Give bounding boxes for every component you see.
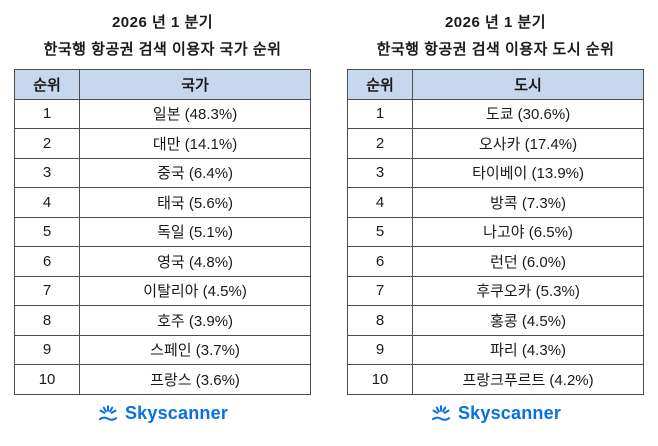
table-header-row: 순위 국가 (13, 69, 311, 100)
rank-cell: 8 (13, 305, 81, 336)
country-ranking-table: 순위 국가 1 일본 (48.3%) 2 대만 (14.1%) 3 중국 (6.4%)… (13, 69, 311, 395)
table-row: 3 타이베이 (13.9%) (346, 157, 644, 188)
country-cell: 일본 (48.3%) (79, 98, 311, 129)
country-title-line2: 한국행 항공권 검색 이용자 국가 순위 (43, 41, 282, 58)
table-row: 9 스페인 (3.7%) (13, 334, 311, 365)
table-row: 8 홍콩 (4.5%) (346, 305, 644, 336)
table-row: 10 프랑크푸르트 (4.2%) (346, 364, 644, 395)
city-cell: 홍콩 (4.5%) (412, 305, 644, 336)
rank-cell: 5 (13, 216, 81, 247)
country-cell: 독일 (5.1%) (79, 216, 311, 247)
rank-cell: 3 (13, 157, 81, 188)
rank-cell: 10 (346, 364, 414, 395)
country-cell: 호주 (3.9%) (79, 305, 311, 336)
city-cell: 파리 (4.3%) (412, 334, 644, 365)
rank-cell: 5 (346, 216, 414, 247)
rank-cell: 9 (346, 334, 414, 365)
city-cell: 방콕 (7.3%) (412, 187, 644, 218)
table-row: 2 대만 (14.1%) (13, 128, 311, 159)
rank-cell: 6 (13, 246, 81, 277)
skyscanner-sun-icon (431, 404, 451, 421)
country-header-rank: 순위 (13, 69, 81, 100)
country-cell: 영국 (4.8%) (79, 246, 311, 277)
rank-cell: 9 (13, 334, 81, 365)
rank-cell: 7 (346, 275, 414, 306)
rank-cell: 7 (13, 275, 81, 306)
rank-cell: 3 (346, 157, 414, 188)
city-title-line1: 2026 년 1 분기 (444, 14, 547, 31)
table-row: 1 도쿄 (30.6%) (346, 98, 644, 129)
table-row: 6 런던 (6.0%) (346, 246, 644, 277)
skyscanner-logo-text: Skyscanner (457, 403, 562, 423)
country-ranking-section: 2026 년 1 분기 한국행 항공권 검색 이용자 국가 순위 순위 국가 1… (13, 8, 311, 446)
table-row: 7 이탈리아 (4.5%) (13, 275, 311, 306)
country-cell: 중국 (6.4%) (79, 157, 311, 188)
table-row: 8 호주 (3.9%) (13, 305, 311, 336)
country-cell: 스페인 (3.7%) (79, 334, 311, 365)
table-row: 1 일본 (48.3%) (13, 98, 311, 129)
country-cell: 대만 (14.1%) (79, 128, 311, 159)
city-cell: 나고야 (6.5%) (412, 216, 644, 247)
table-row: 3 중국 (6.4%) (13, 157, 311, 188)
skyscanner-logo: Skyscanner (14, 403, 311, 425)
country-cell: 프랑스 (3.6%) (79, 364, 311, 395)
city-cell: 후쿠오카 (5.3%) (412, 275, 644, 306)
city-title-line2: 한국행 항공권 검색 이용자 도시 순위 (376, 41, 615, 58)
city-ranking-section: 2026 년 1 분기 한국행 항공권 검색 이용자 도시 순위 순위 도시 1… (346, 8, 644, 446)
rank-cell: 10 (13, 364, 81, 395)
table-row: 6 영국 (4.8%) (13, 246, 311, 277)
country-header-name: 국가 (79, 69, 311, 100)
city-header-name: 도시 (412, 69, 644, 100)
skyscanner-logo: Skyscanner (347, 403, 644, 425)
rank-cell: 2 (13, 128, 81, 159)
rank-cell: 8 (346, 305, 414, 336)
table-row: 4 방콕 (7.3%) (346, 187, 644, 218)
rank-cell: 2 (346, 128, 414, 159)
city-cell: 오사카 (17.4%) (412, 128, 644, 159)
table-row: 2 오사카 (17.4%) (346, 128, 644, 159)
city-header-rank: 순위 (346, 69, 414, 100)
table-row: 10 프랑스 (3.6%) (13, 364, 311, 395)
city-cell: 프랑크푸르트 (4.2%) (412, 364, 644, 395)
country-title-line1: 2026 년 1 분기 (111, 14, 214, 31)
rank-cell: 4 (13, 187, 81, 218)
country-cell: 태국 (5.6%) (79, 187, 311, 218)
rank-cell: 1 (13, 98, 81, 129)
rank-cell: 6 (346, 246, 414, 277)
table-header-row: 순위 도시 (346, 69, 644, 100)
skyscanner-sun-icon (98, 404, 118, 421)
rank-cell: 1 (346, 98, 414, 129)
city-cell: 런던 (6.0%) (412, 246, 644, 277)
country-cell: 이탈리아 (4.5%) (79, 275, 311, 306)
table-row: 9 파리 (4.3%) (346, 334, 644, 365)
rank-cell: 4 (346, 187, 414, 218)
table-row: 7 후쿠오카 (5.3%) (346, 275, 644, 306)
table-row: 4 태국 (5.6%) (13, 187, 311, 218)
table-row: 5 독일 (5.1%) (13, 216, 311, 247)
city-cell: 타이베이 (13.9%) (412, 157, 644, 188)
skyscanner-logo-text: Skyscanner (124, 403, 229, 423)
city-ranking-table: 순위 도시 1 도쿄 (30.6%) 2 오사카 (17.4%) 3 타이베이 (13… (346, 69, 644, 395)
city-cell: 도쿄 (30.6%) (412, 98, 644, 129)
table-row: 5 나고야 (6.5%) (346, 216, 644, 247)
